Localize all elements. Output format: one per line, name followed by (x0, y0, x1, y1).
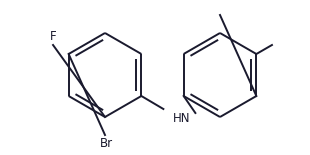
Text: F: F (50, 30, 56, 43)
Text: HN: HN (173, 113, 190, 126)
Text: Br: Br (100, 137, 113, 150)
